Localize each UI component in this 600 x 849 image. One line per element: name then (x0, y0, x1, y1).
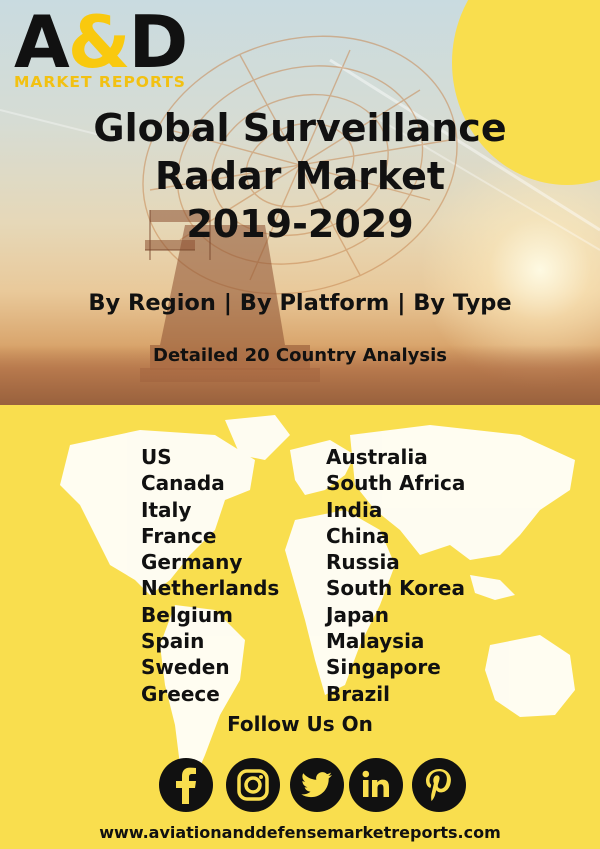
country-item: France (141, 523, 217, 548)
country-item: Russia (326, 550, 400, 575)
country-item: South Korea (326, 576, 465, 601)
country-item: Canada (141, 471, 225, 496)
facebook-icon[interactable] (159, 758, 213, 812)
desert-ground (0, 345, 600, 405)
country-item: Italy (141, 497, 192, 522)
country-item: Belgium (141, 602, 233, 627)
company-logo: A&D MARKET REPORTS (14, 0, 188, 91)
title-line-2: Radar Market (154, 154, 446, 198)
country-analysis-label: Detailed 20 Country Analysis (153, 345, 447, 366)
country-item: US (141, 445, 172, 469)
country-item: Japan (326, 602, 389, 627)
country-list-right: Australia South Africa India China Russi… (326, 444, 465, 707)
country-item: Germany (141, 550, 243, 575)
country-item: Brazil (326, 681, 390, 706)
country-item: South Africa (326, 471, 466, 496)
instagram-icon[interactable] (226, 758, 280, 812)
segmentation-subtitle: By Region | By Platform | By Type (88, 290, 512, 316)
world-map-graphic (60, 415, 575, 790)
country-item: Singapore (326, 655, 441, 680)
twitter-icon[interactable] (290, 758, 344, 812)
social-icons-row (0, 758, 600, 814)
country-item: India (326, 497, 383, 522)
country-list-left: US Canada Italy France Germany Netherlan… (141, 444, 279, 707)
country-item: Greece (141, 681, 220, 706)
country-item: China (326, 523, 390, 548)
pinterest-icon[interactable] (412, 758, 466, 812)
country-item: Malaysia (326, 629, 425, 654)
website-url[interactable]: www.aviationanddefensemarketreports.com (99, 823, 501, 842)
country-item: Netherlands (141, 576, 280, 601)
country-item: Australia (326, 445, 428, 469)
title-line-1: Global Surveillance (93, 106, 507, 150)
country-item: Spain (141, 629, 205, 654)
title-line-3: 2019-2029 (186, 202, 414, 246)
logo-wordmark: A&D (14, 0, 188, 84)
logo-subtitle: MARKET REPORTS (14, 73, 186, 91)
follow-us-heading: Follow Us On (227, 712, 373, 736)
country-item: Sweden (141, 655, 230, 680)
linkedin-icon[interactable] (349, 758, 403, 812)
